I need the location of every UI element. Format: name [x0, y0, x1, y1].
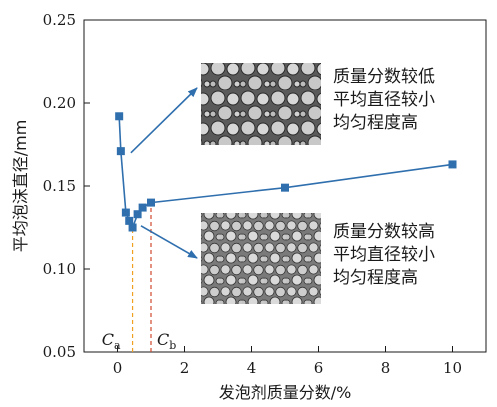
data-point [125, 216, 134, 225]
y-tick-label: 0.15 [43, 177, 76, 195]
reference-labels: Ca Cb [102, 330, 177, 352]
y-tick-label: 0.05 [43, 343, 76, 361]
y-axis: 0.05 0.10 0.15 0.20 0.25 [43, 11, 90, 361]
data-point [121, 208, 130, 217]
reference-label-b: Cb [157, 330, 176, 352]
x-axis: 0 2 4 6 8 10 [113, 346, 462, 377]
data-point [128, 223, 137, 232]
series-line [118, 116, 453, 230]
y-axis-title: 平均泡沫直径/mm [11, 120, 30, 253]
data-point [147, 198, 155, 207]
x-axis-title: 发泡剂质量分数/% [219, 383, 352, 402]
annotation-line: 均匀程度高 [333, 113, 418, 133]
data-point [115, 112, 124, 121]
y-tick-label: 0.20 [43, 94, 76, 112]
data-point [281, 183, 289, 192]
x-tick-label: 4 [247, 359, 257, 377]
reference-lines [131, 202, 152, 352]
series-layer [115, 112, 457, 232]
micrograph-low-concentration [201, 63, 321, 145]
annotation-line: 质量分数较低 [333, 67, 435, 87]
x-tick-label: 10 [443, 359, 462, 377]
data-point [133, 210, 142, 219]
x-tick-label: 6 [314, 359, 324, 377]
y-tick-label: 0.25 [43, 11, 76, 29]
data-point [448, 160, 457, 169]
x-tick-label: 2 [180, 359, 190, 377]
data-point [116, 147, 125, 156]
x-tick-label: 0 [113, 359, 123, 377]
annotation-line: 平均直径较小 [333, 90, 435, 110]
data-point [138, 203, 147, 212]
annotation-line: 均匀程度高 [333, 268, 418, 288]
y-tick-label: 0.10 [43, 260, 76, 278]
x-tick-label: 8 [381, 359, 391, 377]
annotation-arrow [140, 225, 198, 259]
micrograph-high-concentration [201, 213, 321, 304]
annotation-line: 质量分数较高 [333, 222, 435, 242]
reference-label-a: Ca [102, 330, 121, 352]
annotation-arrow [130, 87, 198, 154]
annotation-line: 平均直径较小 [333, 245, 435, 265]
annotation-arrows [130, 87, 198, 259]
